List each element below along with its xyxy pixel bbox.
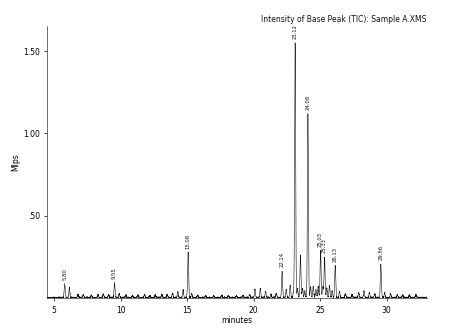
Text: 15.08: 15.08 xyxy=(186,233,191,249)
Text: 24.08: 24.08 xyxy=(305,94,310,110)
Y-axis label: MIps: MIps xyxy=(11,153,20,171)
Text: 29.56: 29.56 xyxy=(378,245,383,260)
Text: 22.14: 22.14 xyxy=(280,252,284,267)
X-axis label: minutes: minutes xyxy=(221,316,253,325)
Text: 26.13: 26.13 xyxy=(333,247,337,262)
Text: 5.80: 5.80 xyxy=(62,268,67,280)
Text: 23.12: 23.12 xyxy=(292,24,298,39)
Text: 25.03: 25.03 xyxy=(318,232,323,247)
Text: 25.33: 25.33 xyxy=(322,239,327,254)
Text: Intensity of Base Peak (TIC): Sample A.XMS: Intensity of Base Peak (TIC): Sample A.X… xyxy=(261,15,427,24)
Text: 9.55: 9.55 xyxy=(112,267,117,279)
